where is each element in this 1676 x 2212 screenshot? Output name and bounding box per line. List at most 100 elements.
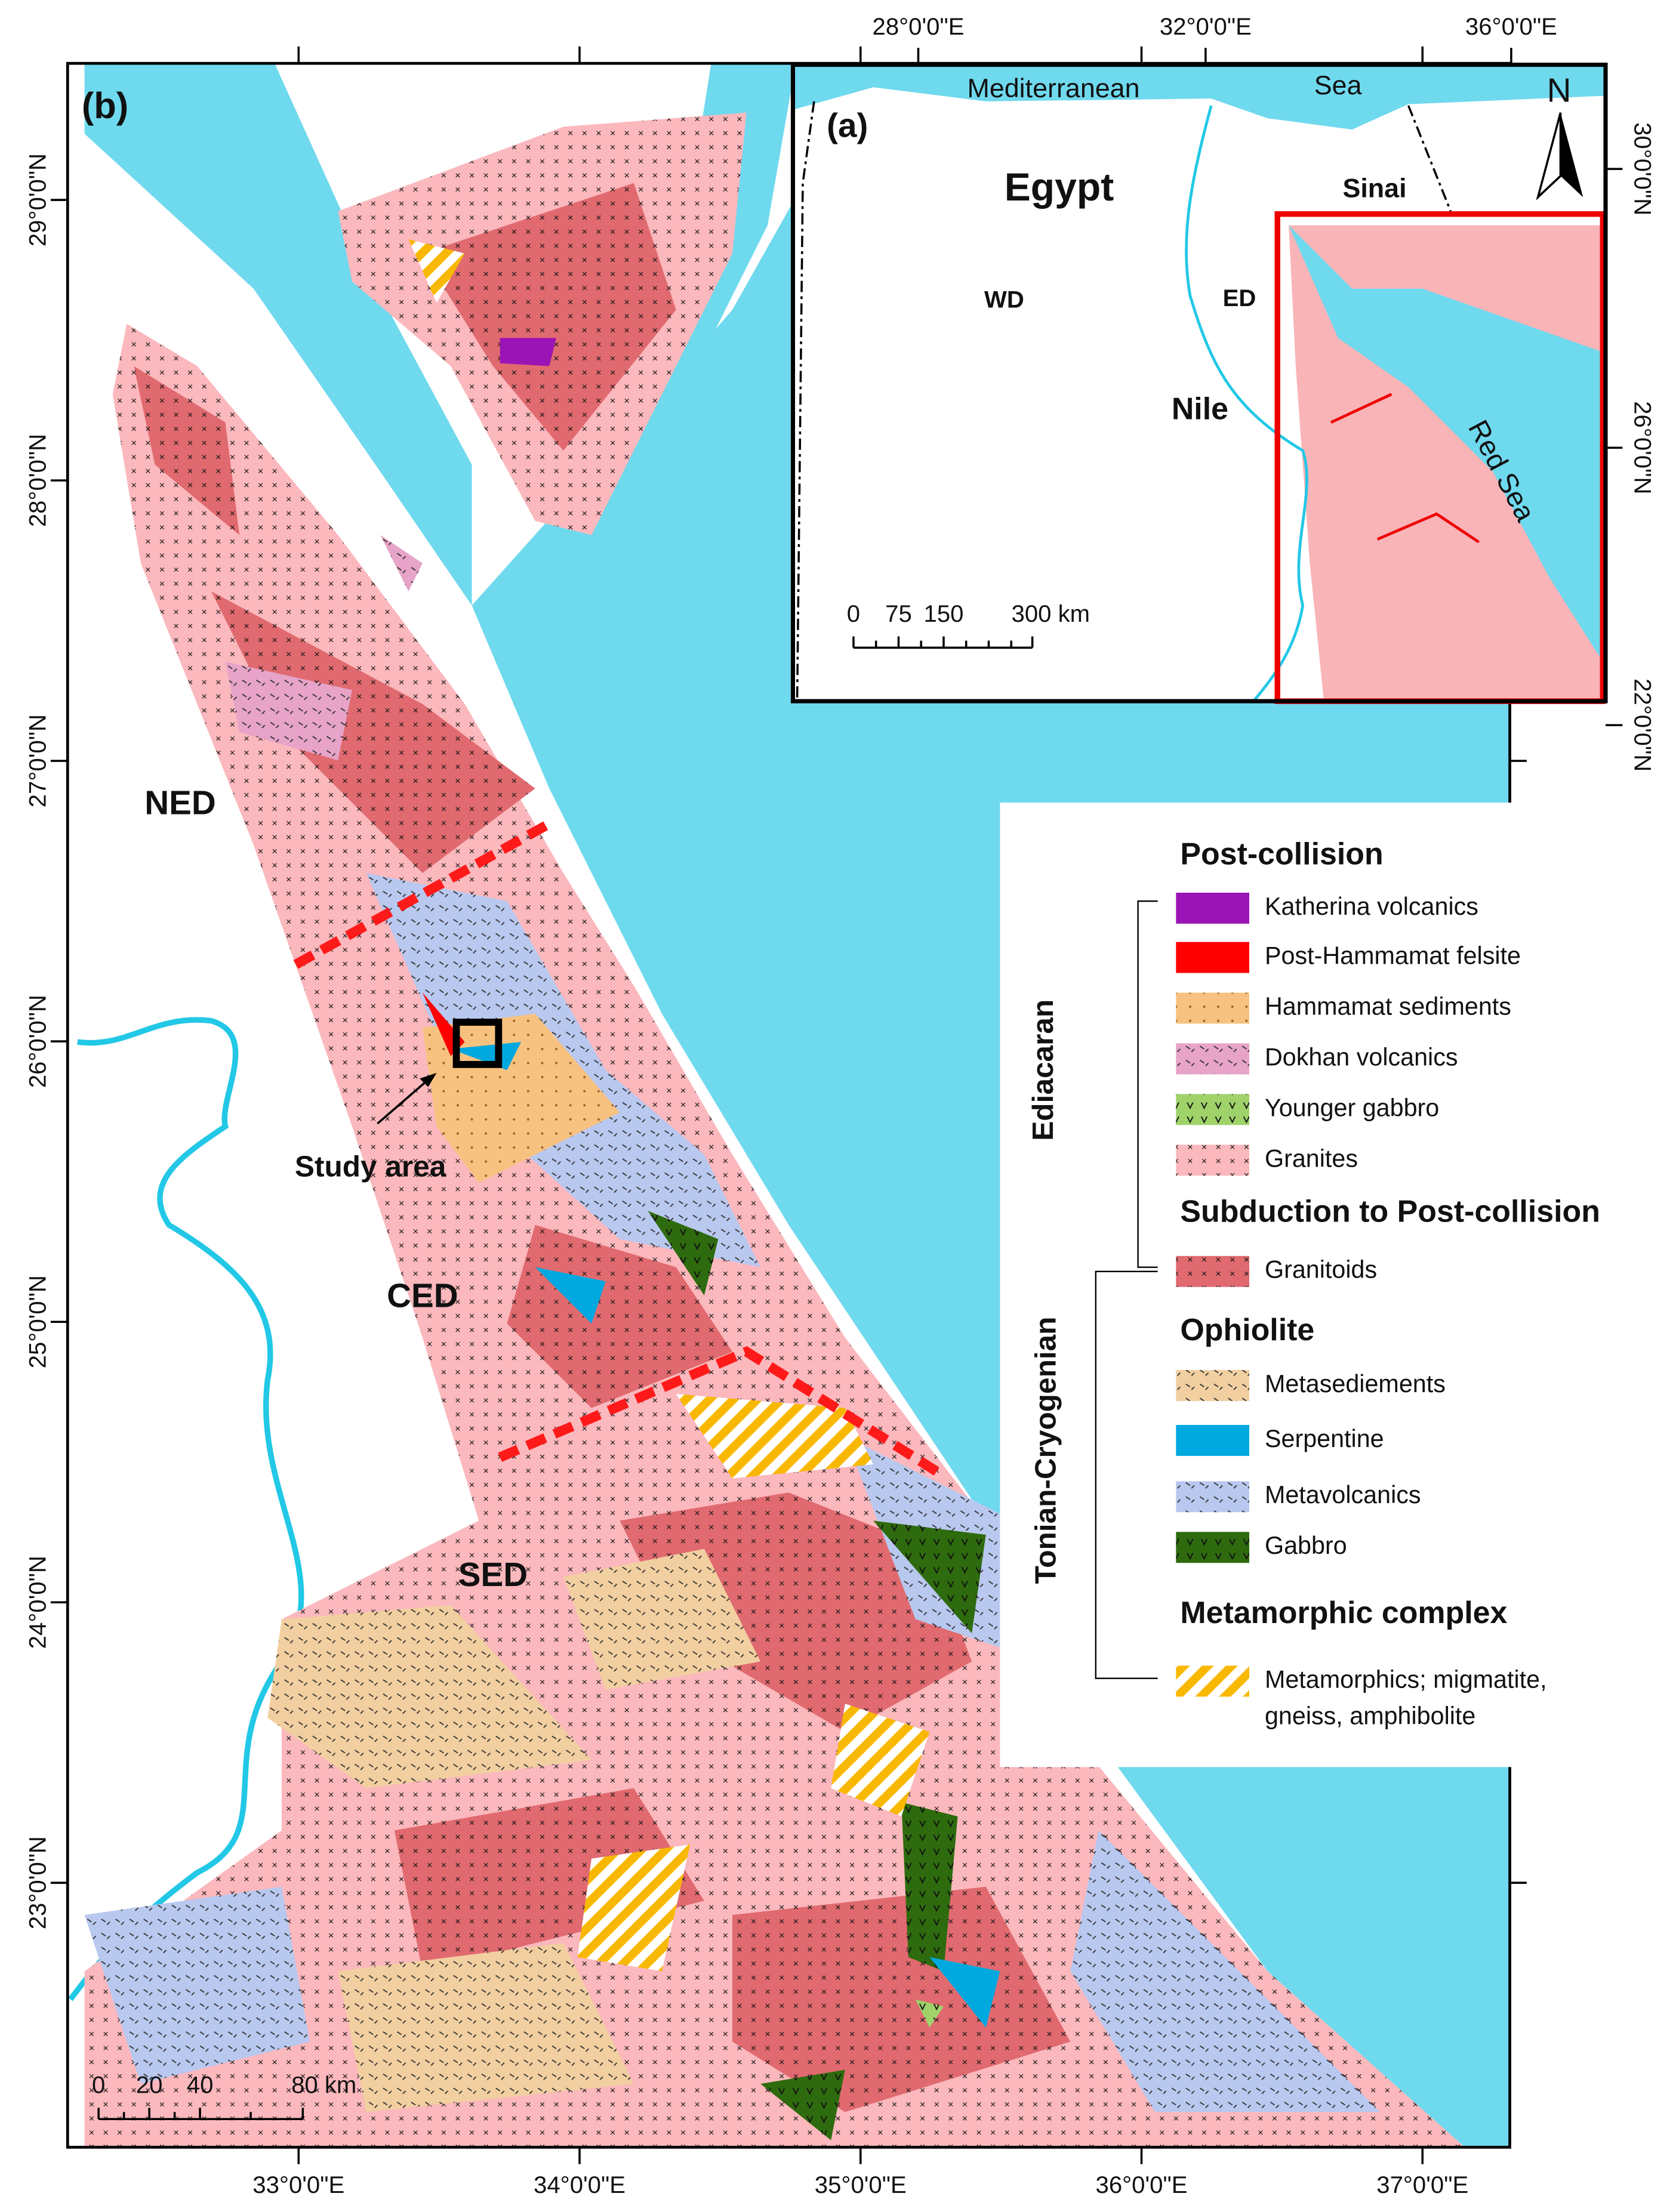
scale-label: 300 km [1012, 601, 1090, 627]
y-tick-label: 24°0'0"N [25, 1556, 51, 1649]
legend-group-title: Post-collision [1180, 837, 1383, 871]
geologic-unit [134, 366, 240, 535]
place-label: Sinai [1342, 172, 1406, 203]
x-tick-label: 35°0'0"E [815, 2172, 907, 2198]
geologic-unit [451, 1042, 522, 1070]
geologic-unit [225, 662, 352, 761]
geologic-unit [563, 1548, 761, 1690]
country-label: Egypt [1005, 165, 1114, 209]
geologic-unit [422, 183, 676, 451]
legend-swatch [1176, 1424, 1250, 1456]
legend-swatch [1176, 992, 1250, 1024]
region-label: NED [144, 785, 216, 822]
region-label: SED [458, 1556, 528, 1594]
legend-label: Metavolcanics [1265, 1481, 1421, 1508]
legend-group-title: Subduction to Post-collision [1180, 1195, 1600, 1229]
y-tick-label: 30°0'0"N [1629, 122, 1655, 215]
study-area-box [452, 1019, 503, 1068]
scale-label: 0 [847, 601, 860, 627]
legend-swatch [1176, 1094, 1250, 1125]
legend-swatch [1176, 893, 1250, 924]
scale-label: 75 [885, 601, 912, 627]
y-tick-label: 23°0'0"N [25, 1836, 51, 1929]
geologic-unit [500, 338, 557, 366]
era-label: Ediacaran [1026, 999, 1059, 1141]
north-arrow [1560, 112, 1583, 198]
legend-group-title: Ophiolite [1180, 1313, 1314, 1347]
scale-label: 0 [92, 2072, 105, 2099]
y-tick-label: 25°0'0"N [25, 1275, 51, 1368]
legend-swatch [1176, 1665, 1250, 1697]
geologic-unit [84, 1886, 310, 2084]
legend-swatch [1176, 1043, 1250, 1075]
legend-swatch [1176, 1532, 1250, 1563]
geologic-unit [620, 1492, 972, 1732]
geologic-unit [676, 1394, 873, 1479]
legend-label: gneiss, amphibolite [1265, 1702, 1475, 1730]
y-tick-label: 26°0'0"N [25, 995, 51, 1088]
domain-boundary [1330, 393, 1392, 424]
era-bracket [1137, 900, 1158, 1268]
legend-swatch [1176, 1481, 1250, 1513]
geologic-unit [267, 1605, 592, 1788]
y-tick-label: 26°0'0"N [1629, 401, 1655, 494]
scale-label: 40 [187, 2072, 214, 2099]
x-tick-label: 37°0'0"E [1376, 2172, 1468, 2198]
inset-map: Mediterranean Sea Egypt Sinai WD ED Nile… [790, 14, 1655, 772]
legend-label: Dokhan volcanics [1265, 1043, 1458, 1070]
scale-bar [97, 2108, 304, 2121]
legend-label: Post-Hammamat felsite [1265, 942, 1521, 969]
place-label: ED [1223, 285, 1256, 311]
geology [84, 112, 1465, 2148]
region-label: CED [387, 1278, 458, 1315]
geologic-unit [760, 2069, 845, 2140]
panel-label: (a) [827, 107, 868, 145]
legend-label: Serpentine [1265, 1425, 1384, 1452]
geologic-unit [929, 1957, 1000, 2028]
x-tick-label: 36°0'0"E [1096, 2172, 1188, 2198]
panel-label: (b) [82, 85, 128, 127]
red-sea-inset [1289, 225, 1603, 662]
geologic-unit [211, 591, 535, 873]
legend-swatch [1176, 1255, 1250, 1287]
nile-river [68, 1017, 304, 2001]
north-label: N [1547, 72, 1572, 110]
inset-scale-bar [852, 636, 1034, 649]
x-tick-label: 34°0'0"E [534, 2172, 626, 2198]
study-area-arrow [377, 1078, 430, 1125]
place-label: Nile [1172, 392, 1228, 427]
legend-label: Katherina volcanics [1265, 893, 1478, 920]
legend-group-title: Metamorphic complex [1180, 1596, 1507, 1630]
geologic-unit [507, 1224, 733, 1408]
geologic-unit [901, 1802, 958, 1972]
geologic-unit [873, 1520, 986, 1634]
y-tick-label: 28°0'0"N [25, 434, 51, 527]
legend-swatch [1176, 1144, 1250, 1176]
legend-box [1000, 802, 1676, 1767]
geologic-unit [915, 1999, 944, 2028]
geologic-unit [831, 1704, 930, 1816]
gulf-of-suez [84, 63, 472, 606]
sea-label: Sea [1314, 70, 1362, 100]
legend: Ediacaran Tonian-Cryogenian Post-collisi… [1000, 802, 1676, 1767]
x-tick-label: 33°0'0"E [252, 2172, 344, 2198]
legend-label: Metamorphics; migmatite, [1265, 1665, 1547, 1693]
geologic-unit [535, 1267, 606, 1324]
inset-frame [790, 63, 1608, 704]
geologic-unit [1070, 1830, 1381, 2112]
x-tick-label: 36°0'0"E [1465, 14, 1557, 40]
geologic-unit [408, 239, 465, 303]
study-area-label: Study area [295, 1150, 446, 1183]
legend-label: Hammamat sediments [1265, 992, 1511, 1020]
legend-label: Granites [1265, 1144, 1358, 1172]
legend-label: Granitoids [1265, 1256, 1377, 1284]
arrow-head [420, 1073, 437, 1087]
legend-label: Younger gabbro [1265, 1094, 1439, 1121]
scale-label: 80 km [291, 2072, 356, 2099]
geologic-unit [380, 535, 423, 592]
era-label: Tonian-Cryogenian [1029, 1317, 1062, 1584]
mediterranean [793, 64, 1606, 130]
domain-boundary [498, 1346, 939, 1476]
geologic-unit [394, 1788, 704, 1972]
